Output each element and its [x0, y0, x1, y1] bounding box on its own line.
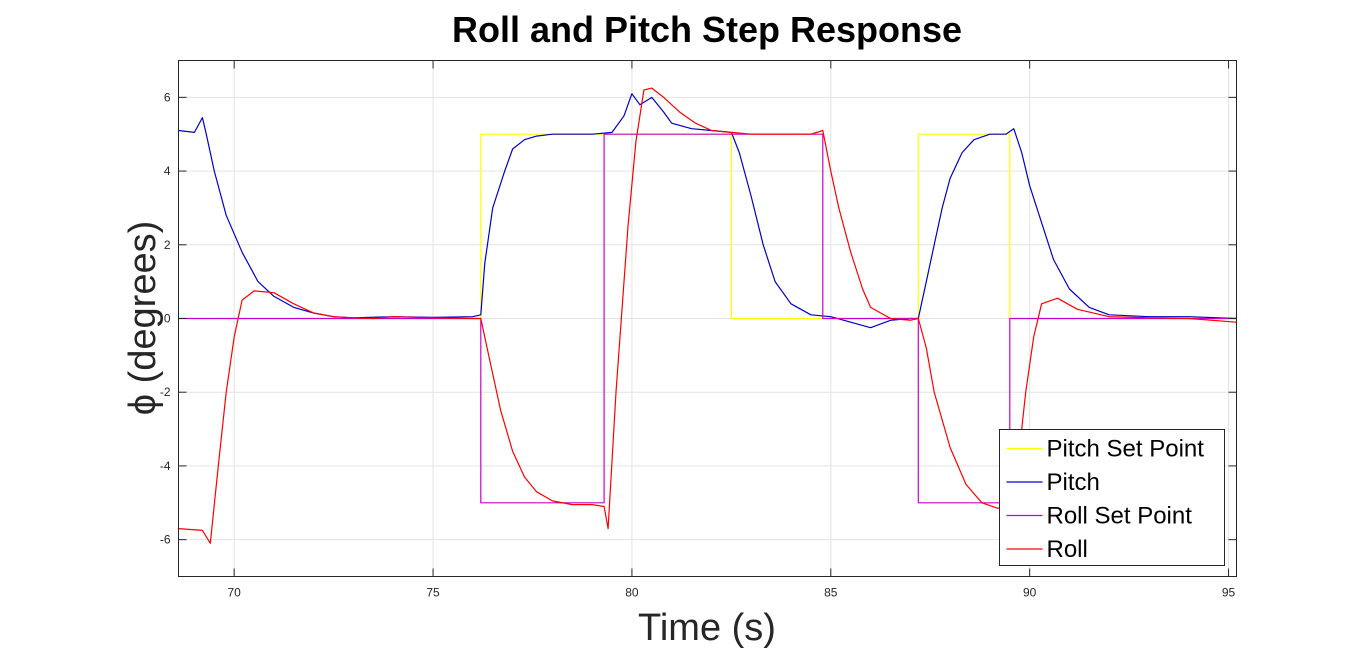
- legend: Pitch Set Point Pitch Roll Set Point Roll: [999, 429, 1225, 566]
- x-tick-label: 90: [1023, 586, 1037, 600]
- y-axis-label: ϕ (degrees): [122, 221, 164, 415]
- legend-box: [999, 429, 1225, 566]
- y-tick-label: 2: [164, 238, 171, 252]
- x-tick-label: 80: [625, 586, 639, 600]
- x-tick-label: 95: [1222, 586, 1236, 600]
- y-tick-label: 6: [164, 90, 171, 104]
- legend-label-roll: Roll: [1047, 536, 1088, 563]
- legend-label-roll-set-point: Roll Set Point: [1047, 503, 1193, 530]
- y-tick-label: -4: [160, 459, 171, 473]
- x-axis-label: Time (s): [638, 607, 776, 649]
- ticks: 70 75 80 85 90 95 -6 -4 -2 0 2 4 6: [160, 60, 1237, 600]
- y-tick-label: 4: [164, 164, 171, 178]
- x-tick-label: 70: [228, 586, 242, 600]
- series-line-roll: [178, 87, 1237, 544]
- legend-label-pitch-set-point: Pitch Set Point: [1047, 436, 1205, 463]
- y-tick-label: 0: [164, 312, 171, 326]
- legend-label-pitch: Pitch: [1047, 469, 1100, 496]
- x-tick-label: 85: [824, 586, 838, 600]
- y-tick-label: -2: [160, 385, 171, 399]
- chart-title: Roll and Pitch Step Response: [452, 9, 962, 50]
- x-tick-label: 75: [426, 586, 440, 600]
- y-tick-label: -6: [160, 533, 171, 547]
